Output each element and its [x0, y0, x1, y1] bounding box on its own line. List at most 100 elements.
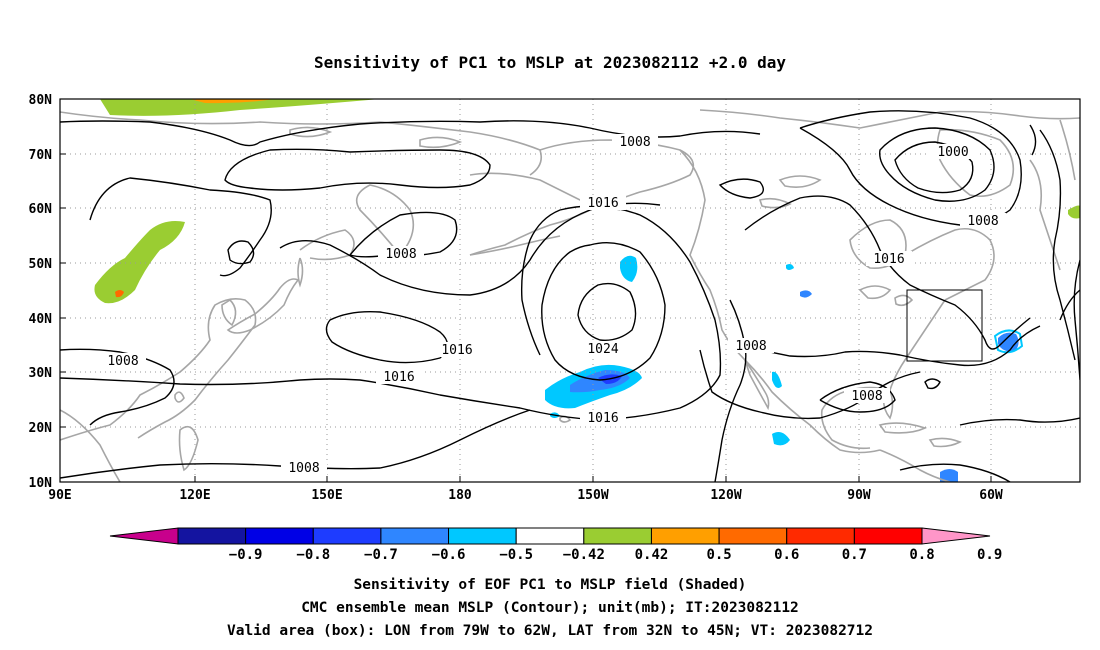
contour-caribbean-tail: [899, 463, 1011, 482]
shade-asia-green: [94, 221, 185, 304]
contour-label: 1016: [383, 370, 414, 385]
contour-asia-large: [89, 177, 272, 277]
contour-west-coast-1008: [714, 299, 747, 482]
colorbar-label: 0.7: [842, 547, 867, 563]
caption-line-1: Sensitivity of EOF PC1 to MSLP field (Sh…: [354, 577, 747, 593]
contour-pacific-1016-south: [60, 205, 722, 421]
colorbar-label: −0.9: [229, 547, 263, 563]
shade-asia-orange: [115, 290, 124, 298]
colorbar-swatch: [515, 527, 585, 545]
coast-arctic-islands: [289, 126, 463, 149]
coast-ne-edge: [1059, 119, 1076, 181]
map-panel: 1008 1000 1008 1016 1008 1016 1016 1024 …: [29, 93, 1081, 503]
lat-label: 20N: [29, 421, 53, 436]
contour-canada-1016: [744, 195, 1031, 350]
colorbar-label: 0.8: [909, 547, 934, 563]
contour-label: 1008: [385, 247, 416, 262]
coast-okhotsk: [299, 229, 355, 261]
shade-mexico-spot: [772, 371, 782, 388]
longitude-labels: 90E 120E 150E 180 150W 120W 90W 60W: [48, 488, 1003, 503]
coast-kamchatka: [355, 184, 415, 256]
map-frame: [59, 98, 1081, 483]
shade-atlantic-spot-light: [993, 329, 1024, 354]
colorbar-swatch: [312, 527, 382, 545]
shade-caribbean-spot: [940, 469, 958, 482]
mslp-contours: [60, 110, 1080, 482]
lon-label: 180: [448, 488, 472, 503]
lat-label: 70N: [29, 148, 53, 163]
contour-1024-inner: [577, 282, 637, 341]
coast-labrador: [904, 227, 995, 301]
coast-baja: [744, 359, 770, 411]
coast-gulf: [820, 386, 891, 450]
contour-label: 1016: [873, 252, 904, 267]
colorbar-swatch: [650, 527, 720, 545]
contour-caribbean-1008: [959, 417, 1080, 426]
colorbar-label: −0.5: [499, 547, 533, 563]
contour-label: 1024: [587, 342, 618, 357]
coast-aleutians: [469, 235, 561, 256]
tick-marks: [60, 98, 992, 483]
shade-hudson-spot: [800, 290, 812, 298]
lon-label: 120E: [179, 488, 210, 503]
contour-asia-loop: [227, 240, 255, 265]
lon-label: 60W: [979, 488, 1003, 503]
contour-label: 1008: [619, 135, 650, 150]
contour-east-box: [1059, 289, 1080, 321]
lat-label: 10N: [29, 476, 53, 491]
lon-label: 150W: [577, 488, 608, 503]
caption-line-3: Valid area (box): LON from 79W to 62W, L…: [227, 623, 873, 639]
coast-great-lakes: [858, 285, 914, 307]
coast-sakhalin: [297, 257, 304, 288]
contour-labels: 1008 1000 1008 1016 1008 1016 1016 1024 …: [100, 134, 1006, 476]
shade-epac-spot: [772, 432, 790, 446]
shade-canada-spot: [786, 264, 794, 270]
coast-china: [60, 298, 257, 441]
shade-arctic-orange: [190, 99, 275, 104]
coast-indochina: [60, 409, 121, 482]
contour-alaska-cap: [718, 178, 764, 199]
lon-label: 90E: [48, 488, 71, 503]
lon-label: 90W: [847, 488, 871, 503]
colorbar-right-triangle: [921, 527, 991, 545]
shade-pacific-north: [620, 255, 638, 282]
colorbar-swatch: [380, 527, 450, 545]
lat-label: 80N: [29, 93, 53, 108]
contour-1024: [541, 242, 666, 381]
contour-label: 1008: [107, 354, 138, 369]
colorbar-swatch: [583, 527, 652, 545]
contour-east-1016: [1039, 129, 1076, 361]
contour-label: 1008: [851, 389, 882, 404]
colorbar-label: 0.9: [977, 547, 1002, 563]
coast-asia-north: [60, 111, 543, 176]
colorbar-swatch: [718, 527, 788, 545]
contour-gulf-1008: [819, 381, 896, 413]
contour-na-1008-a: [734, 325, 1041, 367]
coast-japan: [226, 278, 299, 334]
shade-atlantic-spot: [998, 332, 1019, 352]
contour-label: 1016: [441, 343, 472, 358]
coast-taiwan: [174, 391, 185, 403]
contour-bering-1008: [348, 211, 458, 258]
colorbar-label: −0.42: [563, 547, 605, 563]
contour-label: 1016: [587, 411, 618, 426]
contour-pacific-1016-loop: [325, 310, 449, 364]
colorbar-left-triangle: [109, 527, 179, 545]
valid-area-box: [906, 289, 983, 362]
lon-label: 150E: [311, 488, 342, 503]
coast-arctic-canada: [699, 109, 1080, 129]
coast-korea: [221, 298, 237, 327]
colorbar-swatch: [448, 527, 517, 545]
colorbar-label: −0.7: [364, 547, 398, 563]
colorbar-label: 0.6: [774, 547, 799, 563]
contour-labrador-1000: [894, 141, 974, 194]
contour-siberia: [224, 148, 491, 191]
coast-central-america: [879, 449, 951, 482]
contour-east-edge: [1073, 259, 1080, 381]
shade-far-east-green: [1068, 205, 1080, 219]
contour-label: 1008: [967, 214, 998, 229]
colorbar-swatch: [245, 527, 314, 545]
colorbar-label: −0.6: [432, 547, 466, 563]
lat-label: 50N: [29, 257, 53, 272]
coast-us-east: [889, 299, 946, 391]
